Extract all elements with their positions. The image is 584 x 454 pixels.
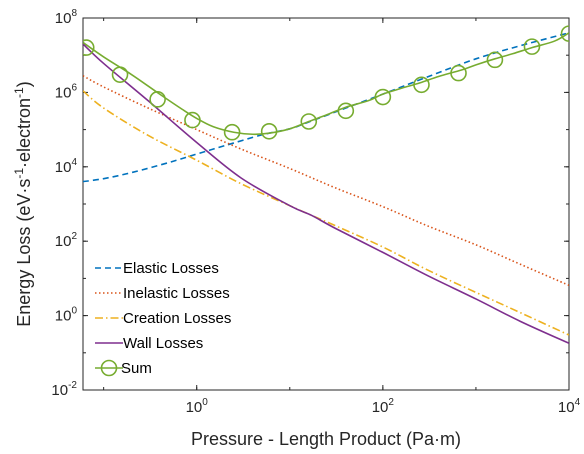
y-tick-label-1: 100 xyxy=(55,306,78,325)
series-layer xyxy=(83,25,569,345)
sum-marker-13 xyxy=(560,25,569,42)
legend-label-2: Creation Losses xyxy=(123,310,231,327)
sum-marker-1 xyxy=(111,66,129,83)
y-title-exp-1: -1 xyxy=(12,168,26,179)
legend-marker-4 xyxy=(100,359,118,377)
series-line-3 xyxy=(83,43,569,345)
y-title-part-3: ) xyxy=(14,81,34,87)
x-tick-label-1: 102 xyxy=(372,397,395,416)
y-tick-label-4: 106 xyxy=(55,82,78,101)
series-line-1 xyxy=(83,75,569,287)
sum-marker-5 xyxy=(260,123,278,140)
sum-marker-2 xyxy=(149,91,166,108)
sum-marker-6 xyxy=(300,113,318,130)
x-tick-label-2: 104 xyxy=(558,397,581,416)
y-axis-title: Energy Loss (eV·s-1·electron-1) xyxy=(12,81,34,326)
legend-label-0: Elastic Losses xyxy=(123,260,219,277)
sum-marker-0 xyxy=(83,39,95,56)
legend-label-4: Sum xyxy=(121,360,152,377)
legend-label-1: Inelastic Losses xyxy=(123,285,230,302)
x-tick-label-0: 100 xyxy=(186,397,209,416)
legend-label-3: Wall Losses xyxy=(123,335,203,352)
y-title-part-1: Energy Loss (eV·s xyxy=(14,179,34,327)
series-line-2 xyxy=(83,90,569,336)
sum-marker-10 xyxy=(450,64,467,82)
sum-marker-9 xyxy=(413,76,430,94)
sum-marker-8 xyxy=(374,88,392,106)
sum-marker-11 xyxy=(486,51,504,69)
y-title-part-2: ·electron xyxy=(14,98,34,168)
sum-marker-7 xyxy=(337,102,355,120)
y-tick-label-2: 102 xyxy=(55,231,78,250)
sum-marker-3 xyxy=(184,111,201,129)
y-tick-label-0: 10-2 xyxy=(51,380,77,399)
x-axis-title: Pressure - Length Product (Pa·m) xyxy=(191,429,461,449)
plot-area xyxy=(82,17,570,391)
y-tick-label-3: 104 xyxy=(55,157,78,176)
legend: Elastic Losses Inelastic Losses Creation L… xyxy=(95,260,231,377)
x-tick-labels: 100 102 104 xyxy=(186,397,581,416)
sum-marker-4 xyxy=(223,123,241,141)
y-tick-labels: 10-2 100 102 104 106 108 xyxy=(51,8,77,399)
y-title-exp-2: -1 xyxy=(12,87,26,98)
y-tick-label-5: 108 xyxy=(55,8,78,27)
sum-marker-12 xyxy=(523,38,541,55)
series-line-4 xyxy=(83,32,569,136)
